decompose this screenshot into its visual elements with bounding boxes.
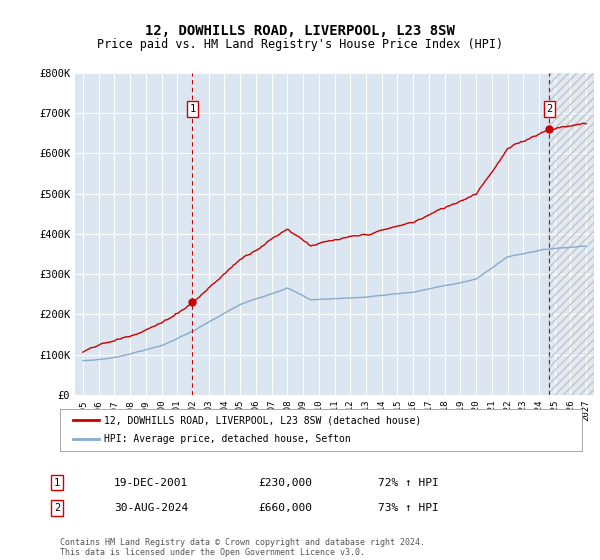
Bar	[550, 73, 594, 395]
Text: Contains HM Land Registry data © Crown copyright and database right 2024.
This d: Contains HM Land Registry data © Crown c…	[60, 538, 425, 557]
Text: 2: 2	[54, 503, 60, 513]
Text: 30-AUG-2024: 30-AUG-2024	[114, 503, 188, 513]
Text: 1: 1	[190, 104, 196, 114]
Text: £660,000: £660,000	[258, 503, 312, 513]
Text: £230,000: £230,000	[258, 478, 312, 488]
Text: 1: 1	[54, 478, 60, 488]
Text: 12, DOWHILLS ROAD, LIVERPOOL, L23 8SW: 12, DOWHILLS ROAD, LIVERPOOL, L23 8SW	[145, 24, 455, 38]
Text: 19-DEC-2001: 19-DEC-2001	[114, 478, 188, 488]
Text: 72% ↑ HPI: 72% ↑ HPI	[378, 478, 439, 488]
Text: 2: 2	[546, 104, 553, 114]
Text: HPI: Average price, detached house, Sefton: HPI: Average price, detached house, Seft…	[104, 435, 351, 445]
Text: 12, DOWHILLS ROAD, LIVERPOOL, L23 8SW (detached house): 12, DOWHILLS ROAD, LIVERPOOL, L23 8SW (d…	[104, 415, 422, 425]
Text: 73% ↑ HPI: 73% ↑ HPI	[378, 503, 439, 513]
Text: Price paid vs. HM Land Registry's House Price Index (HPI): Price paid vs. HM Land Registry's House …	[97, 38, 503, 51]
